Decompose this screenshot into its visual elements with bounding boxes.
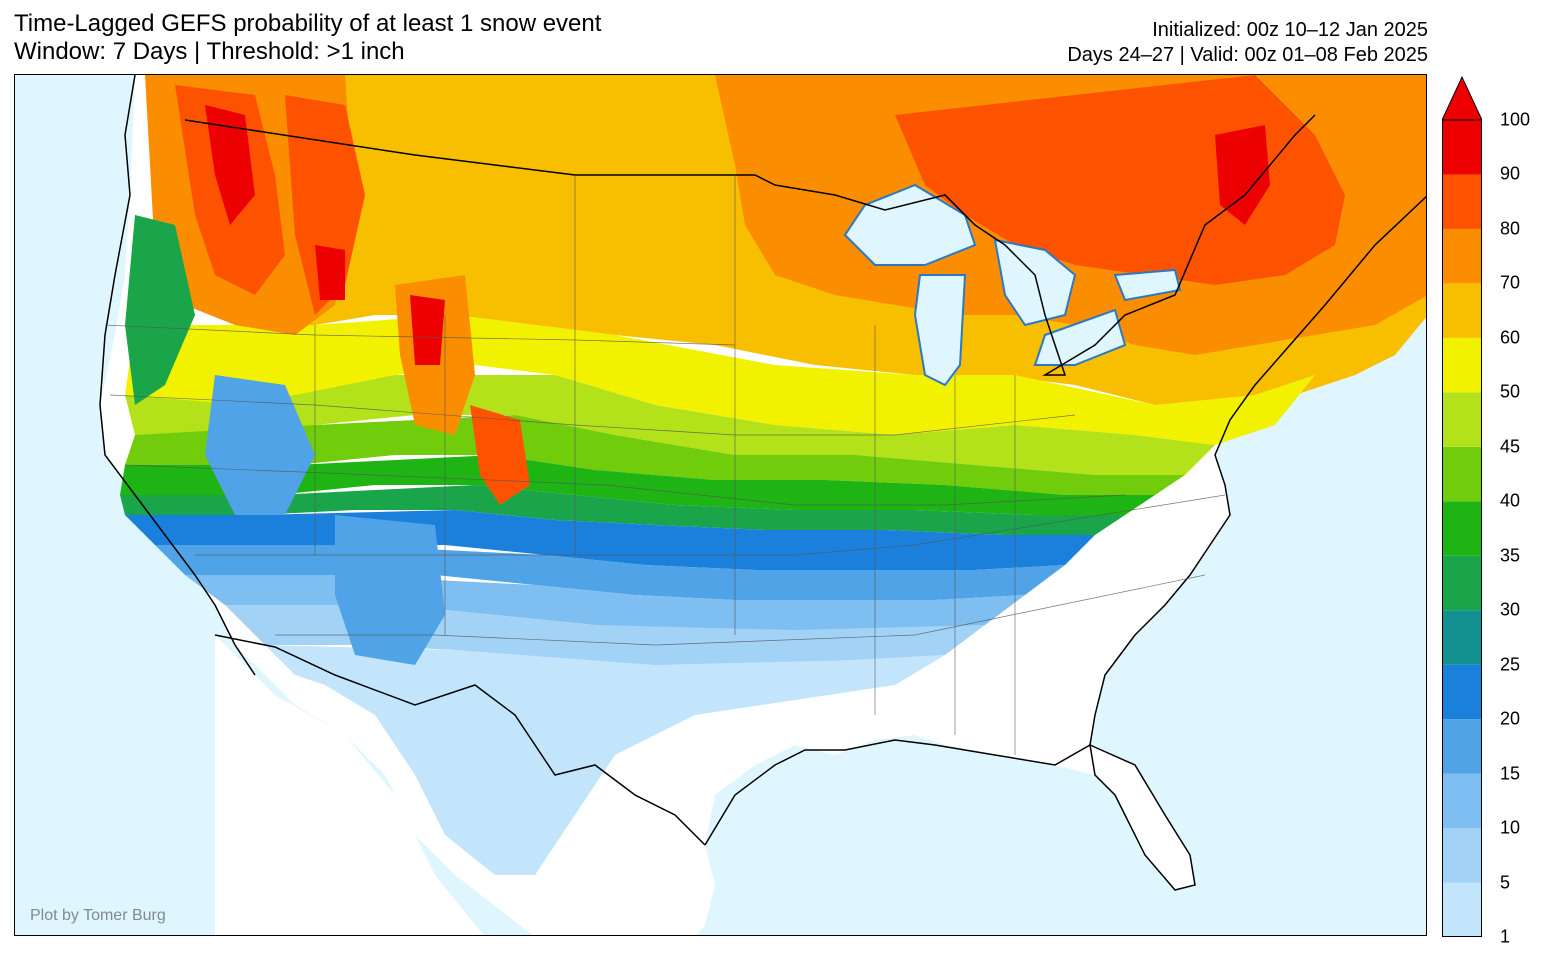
colorbar-bands <box>1442 119 1482 937</box>
colorbar-extend-arrow <box>1442 75 1482 121</box>
colorbar-tick-label: 20 <box>1500 708 1521 729</box>
colorbar-tick-label: 15 <box>1500 763 1521 784</box>
colorbar-tick-label: 35 <box>1500 545 1521 566</box>
colorbar-band <box>1442 501 1482 556</box>
colorbar-tick-label: 30 <box>1500 599 1521 620</box>
title-right: Initialized: 00z 10–12 Jan 2025 Days 24–… <box>1067 18 1428 68</box>
valid-line: Days 24–27 | Valid: 00z 01–08 Feb 2025 <box>1067 44 1428 66</box>
colorbar-tick-label: 90 <box>1500 163 1521 184</box>
colorbar-band <box>1442 828 1482 883</box>
borders <box>99 75 1426 846</box>
title-left: Time-Lagged GEFS probability of at least… <box>14 10 601 66</box>
colorbar-tick-label: 40 <box>1500 490 1521 511</box>
colorbar-band <box>1442 719 1482 774</box>
colorbar-tick-label: 80 <box>1500 218 1521 239</box>
colorbar-tick-label: 5 <box>1500 872 1511 893</box>
colorbar <box>1442 75 1482 937</box>
title-line-1: Time-Lagged GEFS probability of at least… <box>14 10 602 37</box>
colorbar-tick-label: 60 <box>1500 327 1521 348</box>
florida <box>1089 743 1196 891</box>
coastline-east <box>1089 195 1426 746</box>
init-line: Initialized: 00z 10–12 Jan 2025 <box>1152 19 1428 41</box>
colorbar-band <box>1442 882 1482 937</box>
colorbar-tick-label: 50 <box>1500 381 1521 402</box>
colorbar-band <box>1442 610 1482 665</box>
snow-probability-map <box>15 75 1426 935</box>
state-lines <box>104 175 1226 755</box>
colorbar-band <box>1442 392 1482 447</box>
colorbar-band <box>1442 337 1482 393</box>
colorbar-band <box>1442 174 1482 229</box>
colorbar-tick-label: 70 <box>1500 272 1521 293</box>
plot-credit: Plot by Tomer Burg <box>30 907 166 924</box>
us-mexico-border <box>214 634 706 846</box>
colorbar-tick-label: 10 <box>1500 817 1521 838</box>
colorbar-tick-label: 25 <box>1500 654 1521 675</box>
mexico-land <box>215 635 484 935</box>
colorbar-band <box>1442 120 1482 175</box>
coastline-gulf <box>704 739 1091 846</box>
colorbar-band <box>1442 446 1482 502</box>
title-line-2: Window: 7 Days | Threshold: >1 inch <box>14 38 405 65</box>
colorbar-band <box>1442 283 1482 338</box>
colorbar-tick-label: 45 <box>1500 436 1521 457</box>
coastline-west <box>99 75 256 676</box>
colorbar-band <box>1442 228 1482 284</box>
snow-probability-fill <box>120 75 1426 875</box>
colorbar-band <box>1442 555 1482 611</box>
colorbar-tick-label: 100 <box>1500 109 1531 130</box>
colorbar-band <box>1442 773 1482 829</box>
colorbar-band <box>1442 664 1482 720</box>
us-canada-border <box>184 114 1316 376</box>
colorbar-tick-label: 1 <box>1500 926 1511 947</box>
map-panel <box>14 74 1427 936</box>
